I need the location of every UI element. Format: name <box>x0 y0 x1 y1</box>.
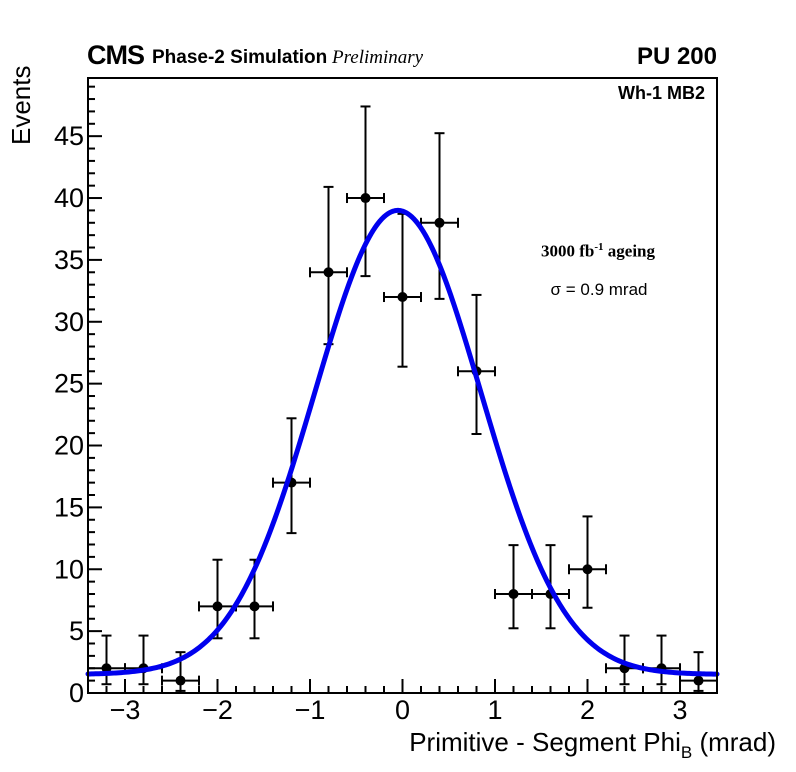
y-tick-label: 40 <box>54 183 84 213</box>
plot-frame <box>87 77 718 694</box>
data-point-marker <box>693 675 704 686</box>
data-error-bars <box>87 105 718 692</box>
y-tick-label: 5 <box>69 616 84 646</box>
x-axis-tick-labels: −3 −2 −1 0 1 2 3 <box>110 695 688 725</box>
y-tick-label: 15 <box>54 492 84 522</box>
y-tick-label: 35 <box>54 245 84 275</box>
data-point-marker <box>212 601 223 612</box>
y-tick-label: 30 <box>54 307 84 337</box>
x-tick-label: 0 <box>395 695 410 725</box>
pileup-label: PU 200 <box>636 43 717 70</box>
phase2-simulation-label: Phase-2 Simulation <box>152 47 328 68</box>
lumi-prefix: 3000 fb <box>540 241 595 261</box>
y-axis-ticks <box>88 85 102 682</box>
x-axis-title-subscript: B <box>680 743 693 762</box>
data-point-marker <box>175 675 186 686</box>
y-tick-label: 45 <box>54 121 84 151</box>
luminosity-ageing-annotation: 3000 fb-1 ageing <box>541 242 655 260</box>
data-point-marker <box>434 217 445 228</box>
lumi-suffix: ageing <box>603 241 656 261</box>
data-point-marker <box>249 601 260 612</box>
y-axis-tick-labels: 0 5 10 15 20 25 30 35 40 45 <box>54 121 84 708</box>
x-axis-title-main: Primitive - Segment Phi <box>409 727 681 757</box>
data-point-marker <box>508 589 519 600</box>
y-tick-label: 25 <box>54 369 84 399</box>
x-tick-label: −2 <box>202 695 233 725</box>
x-tick-label: −3 <box>110 695 141 725</box>
x-axis-ticks <box>105 679 700 693</box>
sigma-result-annotation: σ = 0.9 mrad <box>550 280 648 299</box>
data-point-marker <box>397 292 408 303</box>
y-tick-label: 20 <box>54 431 84 461</box>
x-axis-title: Primitive - Segment PhiB (mrad) <box>409 729 776 761</box>
preliminary-label: Preliminary <box>332 47 424 68</box>
x-tick-label: 1 <box>487 695 502 725</box>
lumi-exponent: -1 <box>594 241 604 253</box>
y-tick-label: 10 <box>54 554 84 584</box>
x-tick-label: −1 <box>295 695 326 725</box>
x-tick-label: 2 <box>580 695 595 725</box>
data-point-marker <box>101 663 112 674</box>
x-tick-label: 3 <box>672 695 687 725</box>
y-axis-title: Events <box>6 65 36 146</box>
gaussian-fit-curve <box>85 207 720 677</box>
data-point-marker <box>360 193 371 204</box>
data-point-marker <box>582 564 593 575</box>
data-point-marker <box>323 267 334 278</box>
x-axis-title-unit: (mrad) <box>692 727 776 757</box>
y-tick-label: 0 <box>69 678 84 708</box>
cms-logo-label: CMS <box>87 40 145 70</box>
wheel-station-label: Wh-1 MB2 <box>618 83 705 103</box>
